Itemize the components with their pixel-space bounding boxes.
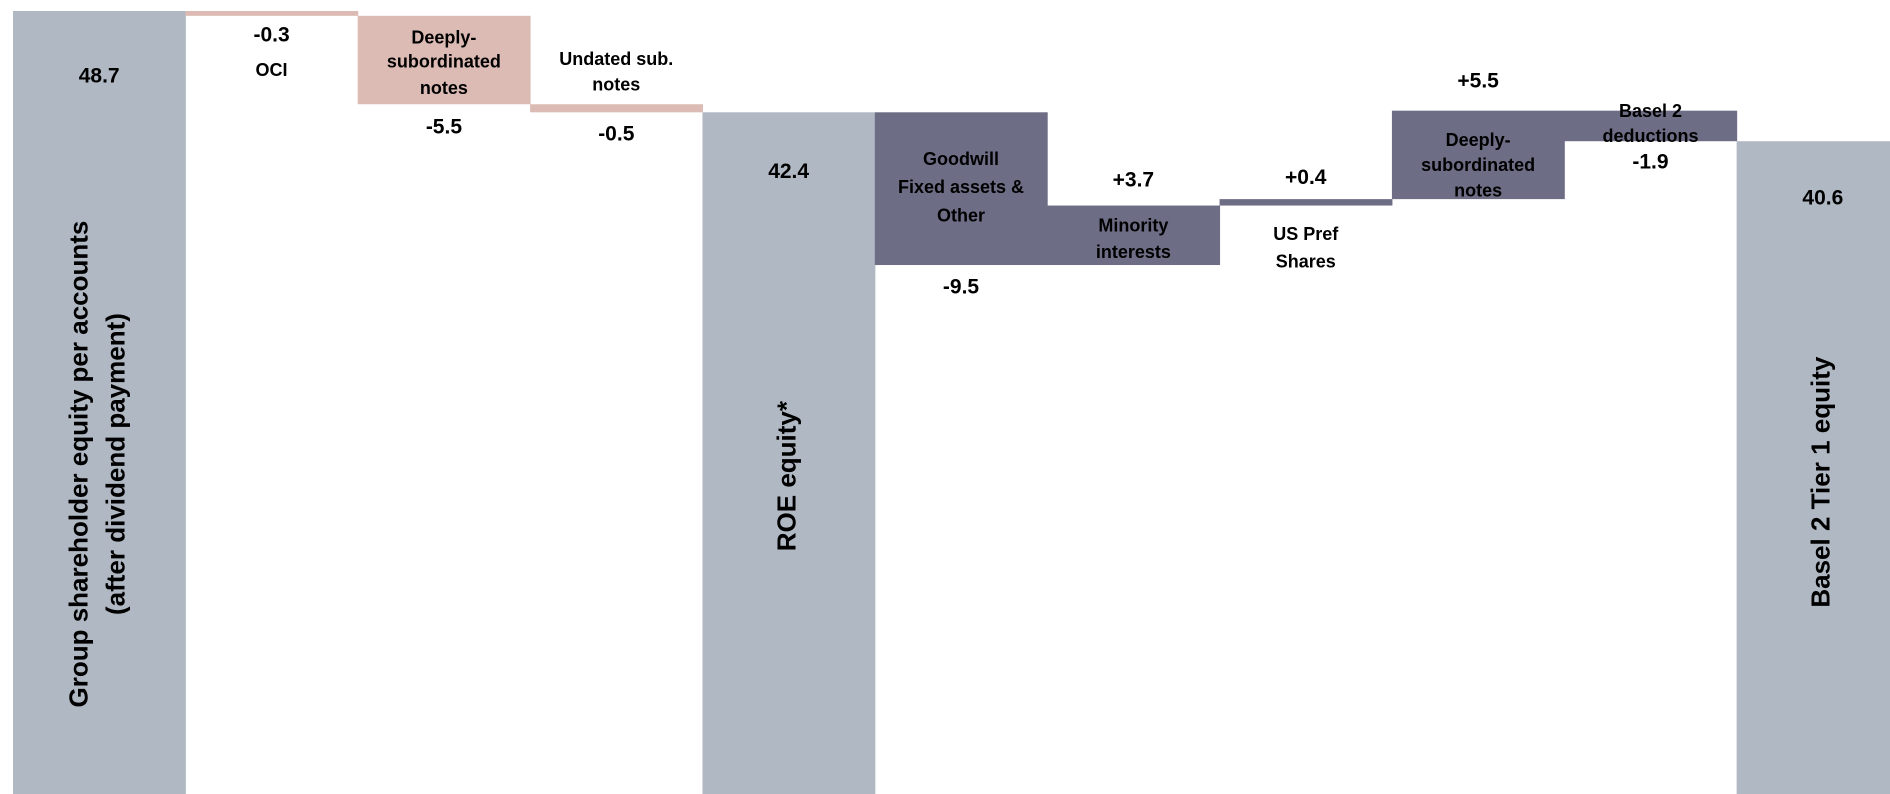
bar — [1047, 205, 1221, 266]
value-label: 40.6 — [1802, 186, 1843, 209]
value-label: +0.4 — [1285, 166, 1327, 189]
value-label: -9.5 — [943, 276, 980, 299]
value-label: -0.3 — [253, 24, 289, 47]
category-label: US Pref — [1273, 224, 1339, 244]
category-label: notes — [592, 74, 640, 94]
category-label: deductions — [1602, 126, 1698, 146]
category-label: subordinated — [387, 51, 501, 71]
category-label: Group shareholder equity per accounts — [63, 221, 93, 708]
bar — [874, 112, 1048, 266]
category-label: notes — [1454, 180, 1502, 200]
value-label: -5.5 — [426, 115, 463, 138]
bar — [13, 11, 186, 794]
category-label: subordinated — [1421, 155, 1535, 175]
bar — [185, 11, 359, 16]
category-label: notes — [420, 78, 468, 98]
category-label: OCI — [256, 60, 288, 80]
bar — [530, 104, 703, 113]
category-label: Minority — [1098, 215, 1168, 235]
value-label: +3.7 — [1113, 168, 1154, 191]
bar — [1736, 141, 1890, 794]
category-label: Goodwill — [923, 149, 999, 169]
value-label: -0.5 — [598, 123, 635, 146]
category-label: Basel 2 — [1619, 101, 1682, 121]
bar — [702, 112, 876, 794]
value-label: 42.4 — [768, 160, 809, 183]
value-label: -1.9 — [1632, 150, 1668, 173]
category-label: Other — [937, 206, 985, 226]
value-label: +5.5 — [1457, 70, 1499, 93]
bar — [1391, 110, 1565, 200]
category-label: Shares — [1276, 252, 1336, 272]
category-label: Undated sub. — [559, 49, 673, 69]
category-label: Fixed assets & — [898, 177, 1024, 197]
bar — [1564, 110, 1738, 142]
category-label: Deeply- — [1446, 130, 1511, 150]
category-label: Basel 2 Tier 1 equity — [1806, 356, 1836, 608]
bar — [1219, 199, 1393, 206]
category-label: interests — [1096, 242, 1171, 262]
category-label: ROE equity* — [772, 400, 802, 551]
category-label: Deeply- — [411, 27, 476, 47]
category-label: (after dividend payment) — [101, 313, 131, 615]
bar — [357, 15, 531, 105]
value-label: 48.7 — [79, 65, 120, 88]
